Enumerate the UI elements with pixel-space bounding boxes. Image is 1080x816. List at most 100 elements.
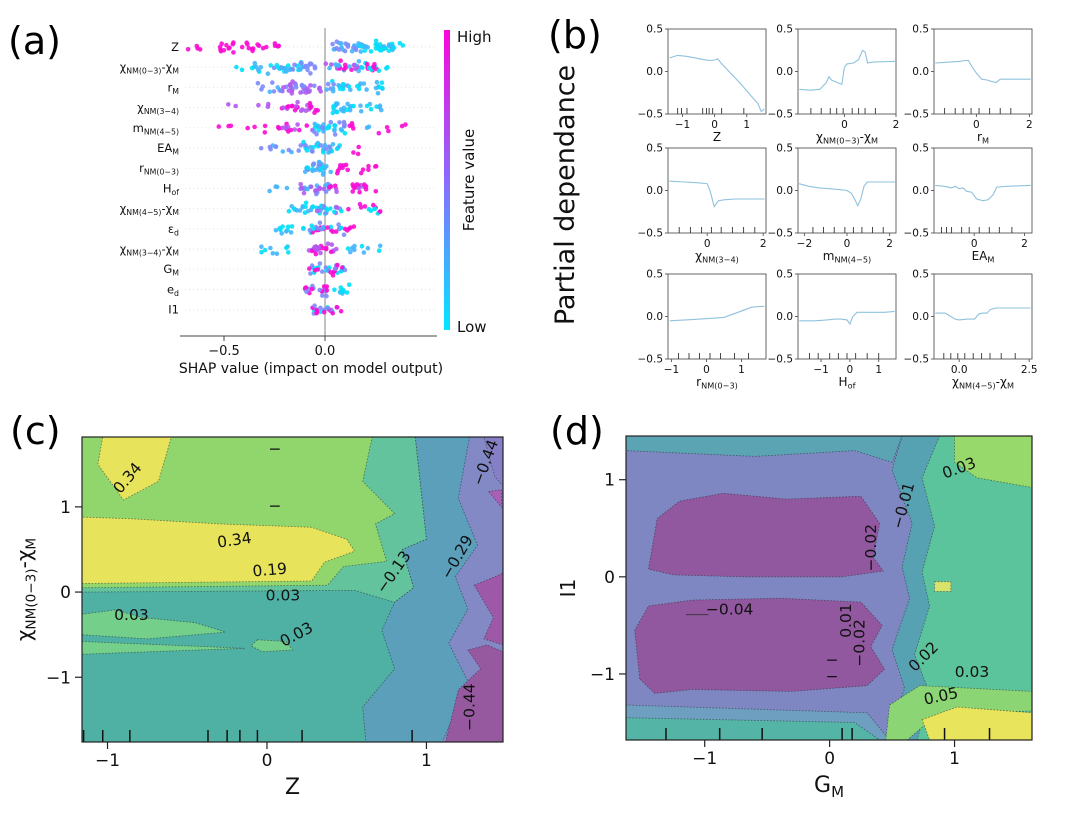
subplot-x-label: mNM(4−5) bbox=[823, 249, 871, 265]
subplot-frame bbox=[797, 273, 897, 360]
shap-dot bbox=[344, 107, 350, 112]
panel-c-letter: (c) bbox=[10, 409, 61, 453]
pdp-subplot: 0.5 0.0 −0.5 0 2 χNM(3−4) bbox=[638, 143, 767, 265]
contour-band bbox=[626, 717, 881, 740]
colorbar bbox=[444, 30, 450, 330]
shap-dot bbox=[338, 269, 344, 274]
y-tick-label: 0.0 bbox=[912, 185, 929, 197]
subplot-x-label: rM bbox=[977, 130, 989, 146]
shap-dot bbox=[309, 248, 315, 254]
shap-dot bbox=[335, 101, 340, 107]
shap-dot bbox=[371, 202, 376, 208]
shap-dot bbox=[325, 241, 331, 246]
shap-dot bbox=[324, 288, 330, 293]
shap-dot bbox=[306, 208, 311, 214]
shap-dot bbox=[357, 201, 363, 207]
shap-dot bbox=[278, 88, 283, 93]
shap-dot bbox=[301, 139, 306, 145]
subplot-frame bbox=[933, 28, 1033, 115]
subplot-x-label: EAM bbox=[972, 249, 995, 265]
shap-dot bbox=[264, 44, 269, 50]
feature-label: χNM(3−4) bbox=[137, 101, 179, 117]
shap-dot bbox=[342, 62, 348, 68]
shap-dot bbox=[314, 131, 319, 137]
shap-dot bbox=[377, 243, 383, 249]
shap-dot bbox=[328, 249, 334, 255]
feature-label: εd bbox=[168, 222, 179, 238]
shap-dot bbox=[372, 62, 377, 67]
shap-dot bbox=[284, 245, 289, 251]
y-tick-label: 0.5 bbox=[776, 24, 793, 36]
shap-dot bbox=[185, 47, 191, 52]
shap-dot bbox=[306, 63, 311, 69]
shap-dot bbox=[363, 187, 369, 192]
shap-dot bbox=[274, 62, 280, 68]
shap-dot bbox=[319, 269, 325, 274]
shap-dot bbox=[377, 209, 383, 214]
shap-dot bbox=[377, 42, 383, 47]
y-tick-label: 0.0 bbox=[912, 66, 929, 78]
shap-dot bbox=[380, 46, 386, 52]
shap-dot bbox=[267, 144, 273, 150]
shap-dot bbox=[252, 60, 258, 66]
shap-dot bbox=[338, 225, 344, 231]
shap-dot bbox=[233, 103, 238, 109]
shap-dot bbox=[345, 167, 351, 173]
shap-dot bbox=[342, 131, 348, 136]
x-tick-label: 0 bbox=[704, 238, 711, 250]
contour-label: −0.02 bbox=[862, 524, 880, 572]
subplot-frame bbox=[667, 273, 767, 360]
shap-dot bbox=[337, 120, 342, 125]
shap-dot bbox=[362, 204, 368, 209]
shap-dot bbox=[330, 41, 335, 47]
shap-dot bbox=[273, 144, 279, 149]
contour-plot-c: 0.340.340.190.030.030.03−0.13 −0.29−0.44−… bbox=[12, 436, 504, 800]
y-tick-label: 0.0 bbox=[912, 311, 929, 323]
shap-dot bbox=[333, 229, 339, 234]
shap-dot bbox=[321, 129, 326, 134]
shap-dot bbox=[239, 44, 245, 50]
x-tick-label: 2 bbox=[1021, 238, 1028, 250]
y-tick-label: 0.0 bbox=[646, 311, 663, 323]
shap-dot bbox=[280, 65, 285, 71]
shap-dot bbox=[273, 228, 279, 233]
shap-dot bbox=[245, 125, 250, 131]
shap-dot bbox=[334, 146, 340, 151]
shap-dot bbox=[347, 104, 353, 110]
shap-dot bbox=[323, 245, 329, 251]
shap-dot bbox=[268, 245, 273, 251]
shap-dot bbox=[245, 42, 250, 47]
shap-dot bbox=[327, 65, 332, 71]
shap-dot bbox=[332, 287, 337, 293]
shap-dot bbox=[384, 125, 390, 130]
shap-dot bbox=[366, 167, 371, 173]
shap-dot bbox=[360, 167, 366, 172]
shap-dot bbox=[286, 250, 291, 255]
shap-dot bbox=[330, 86, 336, 91]
contour-band bbox=[648, 492, 885, 578]
y-tick-label: 0.5 bbox=[646, 269, 663, 281]
shap-dot bbox=[323, 146, 329, 152]
shap-dot bbox=[280, 224, 285, 229]
shap-dot bbox=[289, 224, 295, 229]
x-tick-label: −2 bbox=[797, 238, 812, 250]
shap-dot bbox=[303, 143, 308, 148]
y-tick-label: 0.0 bbox=[646, 66, 663, 78]
shap-dot bbox=[348, 249, 353, 255]
x-tick-label: 0 bbox=[847, 364, 854, 376]
x-tick-label: −1 bbox=[95, 751, 120, 771]
feature-label: rNM(0−3) bbox=[139, 161, 179, 177]
shap-dot bbox=[315, 226, 321, 231]
shap-dot bbox=[328, 119, 334, 125]
shap-dot bbox=[320, 172, 326, 177]
contour-band bbox=[82, 516, 356, 584]
shap-dot bbox=[334, 304, 340, 310]
shap-dot bbox=[318, 143, 323, 148]
subplot-frame bbox=[667, 28, 767, 115]
x-tick-label: 0 bbox=[841, 119, 848, 131]
shap-dot bbox=[297, 127, 302, 133]
shap-dot bbox=[338, 58, 343, 63]
shap-dot bbox=[307, 266, 312, 271]
shap-dot bbox=[317, 162, 323, 168]
shap-dot bbox=[295, 122, 300, 127]
